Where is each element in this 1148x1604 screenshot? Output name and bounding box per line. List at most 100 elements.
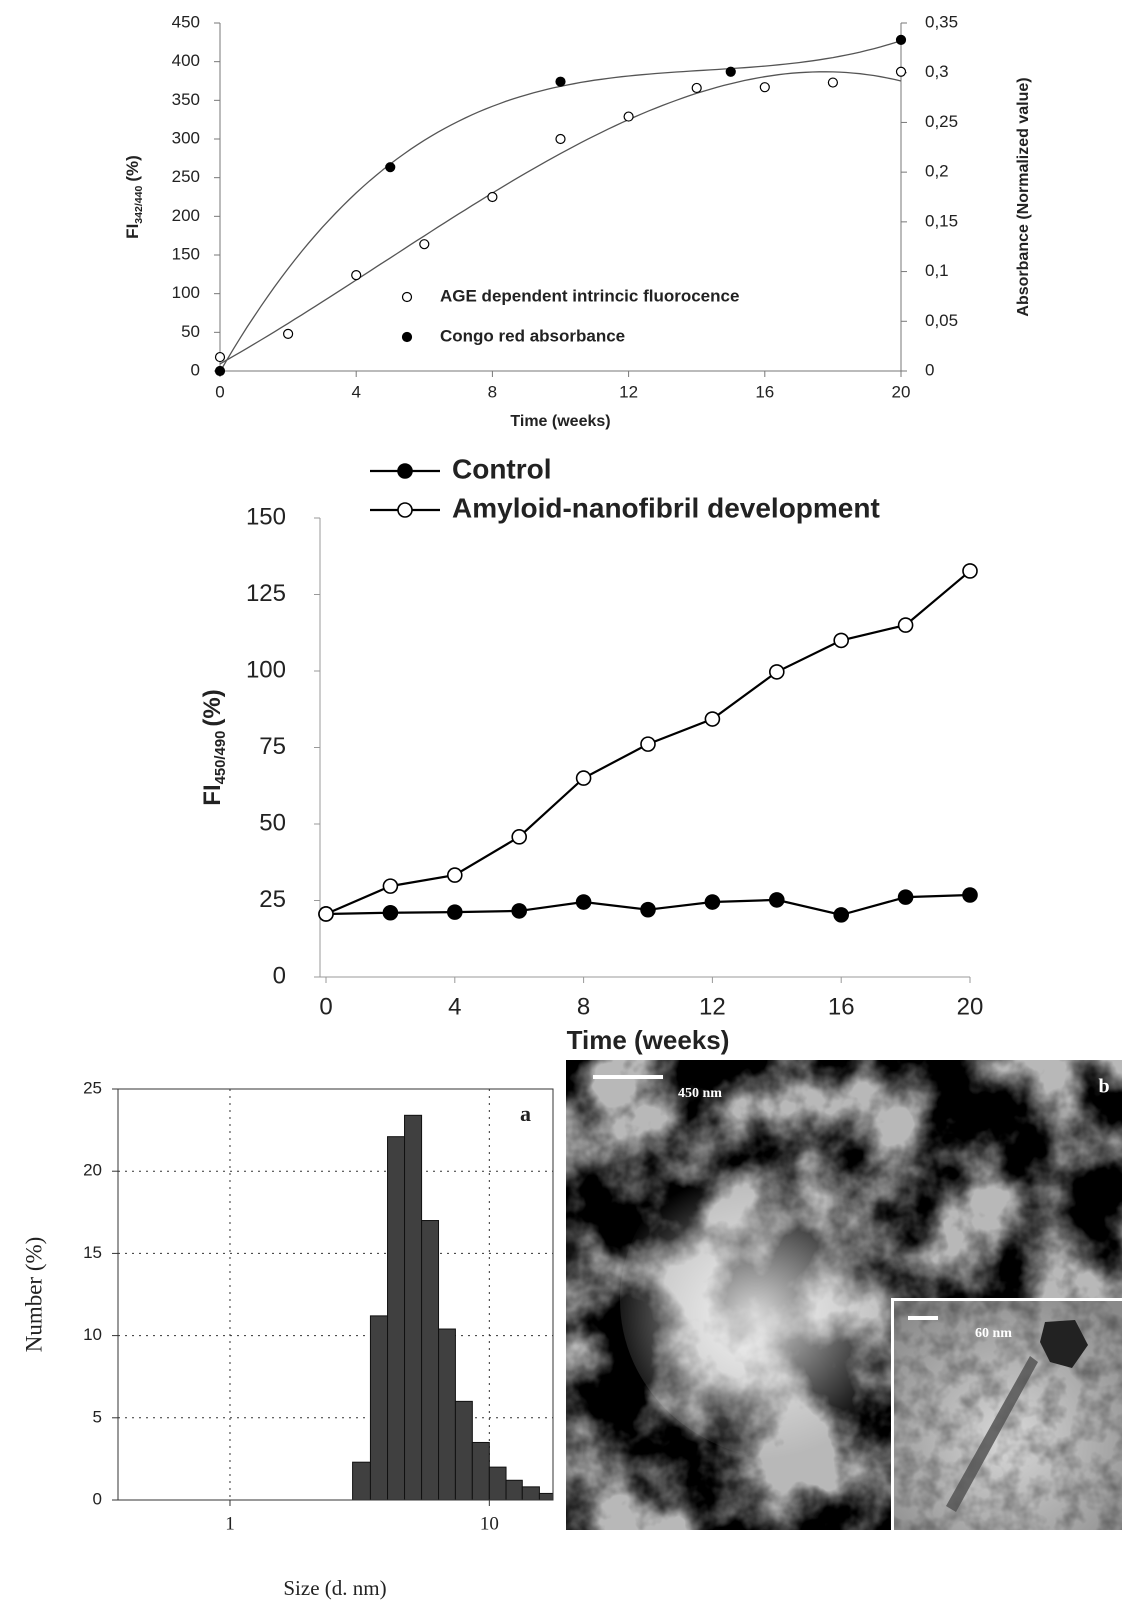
marker: [624, 112, 633, 121]
marker: [770, 893, 784, 907]
marker: [448, 868, 462, 882]
marker: [641, 903, 655, 917]
x-tick-label: 4: [351, 382, 360, 401]
y-tick-label: 50: [259, 809, 286, 836]
marker: [386, 163, 395, 172]
x-tick-label: 8: [488, 382, 497, 401]
marker: [760, 83, 769, 92]
y-axis-label-sub: 342/440: [133, 186, 145, 224]
x-tick-label: 10: [480, 1513, 499, 1534]
bar: [506, 1480, 522, 1500]
y-tick-label: 150: [172, 244, 200, 263]
x-axis-label: Time (weeks): [567, 1025, 730, 1055]
marker: [577, 771, 591, 785]
x-tick-label: 4: [448, 993, 461, 1020]
marker: [897, 35, 906, 44]
marker: [692, 83, 701, 92]
x-tick-label: 0: [215, 382, 224, 401]
marker: [398, 503, 412, 517]
annotation: a: [520, 1101, 531, 1126]
inset-scale-bar-label: 60 nm: [975, 1326, 1012, 1341]
legend-label: Control: [452, 453, 552, 484]
x-tick-label: 12: [619, 382, 638, 401]
legend-label: AGE dependent intrincic fluorocence: [440, 286, 739, 305]
marker: [705, 712, 719, 726]
bar: [472, 1442, 489, 1500]
marker: [420, 240, 429, 249]
y-tick-label: 15: [83, 1243, 102, 1262]
y-axis-label: FI450/490 (%): [199, 689, 229, 805]
trend-line: [220, 41, 901, 372]
marker: [963, 888, 977, 902]
y-tick-label: 200: [172, 206, 200, 225]
marker: [352, 271, 361, 280]
marker: [319, 907, 333, 921]
panel-label: b: [1098, 1076, 1109, 1098]
x-tick-label: 1: [225, 1513, 235, 1534]
y-tick-label: 100: [246, 656, 286, 683]
marker: [726, 67, 735, 76]
x-tick-label: 16: [755, 382, 774, 401]
x-axis-label: Time (weeks): [510, 413, 610, 430]
y-tick-label: 400: [172, 51, 200, 70]
scale-bar-label: 450 nm: [678, 1086, 722, 1101]
y-axis-label-main: FI: [123, 224, 142, 239]
y2-tick-label: 0,2: [925, 162, 949, 181]
x-tick-label: 20: [892, 382, 911, 401]
marker: [556, 77, 565, 86]
y2-tick-label: 0,3: [925, 62, 949, 81]
y2-tick-label: 0,15: [925, 211, 958, 230]
y-axis-label-unit: (%): [199, 689, 226, 726]
y-tick-label: 300: [172, 128, 200, 147]
y-tick-label: 0: [93, 1489, 102, 1508]
marker: [834, 633, 848, 647]
y-tick-label: 350: [172, 90, 200, 109]
y-tick-label: 20: [83, 1161, 102, 1180]
plot-frame: [118, 1089, 553, 1500]
y-tick-label: 50: [181, 322, 200, 341]
y-tick-label: 10: [83, 1325, 102, 1344]
y-axis-label-main: FI: [199, 784, 226, 805]
y-axis-label-sub: 450/490: [213, 731, 229, 785]
bar: [405, 1115, 422, 1500]
y-tick-label: 450: [172, 12, 200, 31]
bar: [388, 1137, 405, 1500]
y2-tick-label: 0,05: [925, 311, 958, 330]
x-tick-label: 8: [577, 993, 590, 1020]
x-tick-label: 12: [699, 993, 726, 1020]
marker: [383, 879, 397, 893]
y-axis-label: FI342/440(%): [123, 155, 144, 239]
y-tick-label: 0: [191, 360, 200, 379]
marker: [899, 890, 913, 904]
trend-line: [220, 72, 901, 364]
micrograph: 450 nm b 60 nm: [566, 1060, 1122, 1530]
bar: [370, 1316, 387, 1500]
x-tick-label: 16: [828, 993, 855, 1020]
marker: [512, 830, 526, 844]
y-tick-label: 0: [273, 962, 286, 989]
marker: [403, 333, 412, 342]
y2-tick-label: 0,1: [925, 261, 949, 280]
marker: [828, 78, 837, 87]
y2-tick-label: 0,35: [925, 12, 958, 31]
bar: [439, 1329, 456, 1500]
y-tick-label: 25: [83, 1078, 102, 1097]
y-axis-label: Number (%): [21, 1237, 46, 1353]
marker: [770, 665, 784, 679]
y-tick-label: 25: [259, 886, 286, 913]
marker: [577, 895, 591, 909]
marker: [512, 904, 526, 918]
marker: [403, 293, 412, 302]
marker: [705, 895, 719, 909]
x-tick-label: 20: [957, 993, 984, 1020]
figure: 450 nm b 60 nm 0501001502002503003504004…: [0, 0, 1148, 1604]
marker: [216, 367, 225, 376]
bar: [353, 1462, 371, 1500]
y-tick-label: 125: [246, 580, 286, 607]
marker: [641, 737, 655, 751]
legend-label: Congo red absorbance: [440, 326, 625, 345]
y2-tick-label: 0,25: [925, 112, 958, 131]
marker: [488, 193, 497, 202]
marker: [963, 564, 977, 578]
marker: [383, 906, 397, 920]
